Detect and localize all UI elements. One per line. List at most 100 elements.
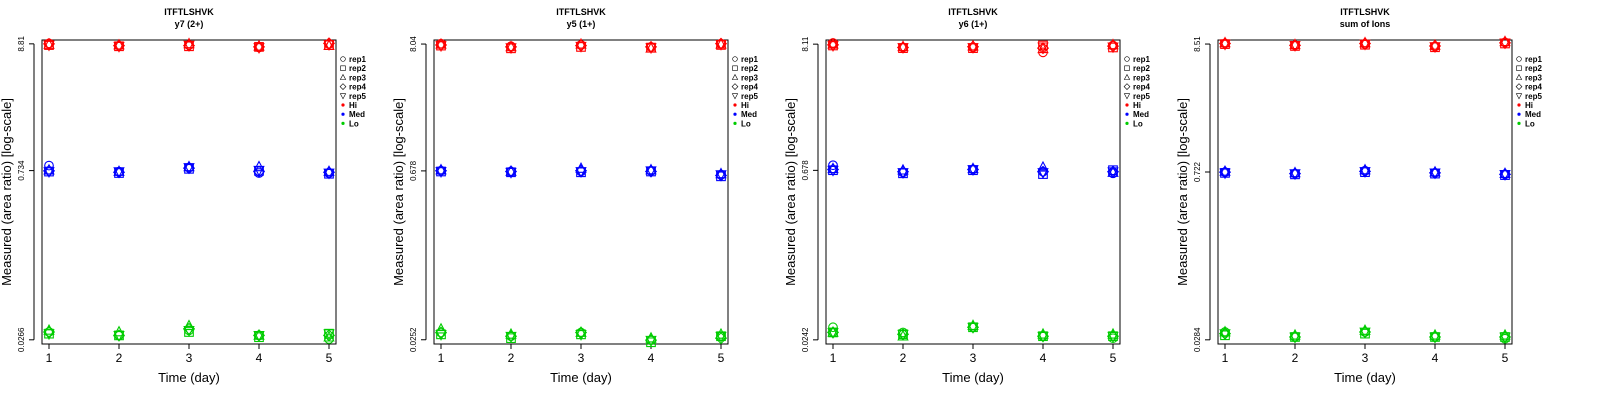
y-tick-label: 8.11 (801, 36, 810, 52)
legend-label: rep3 (349, 73, 366, 82)
legend-symbol (1123, 73, 1131, 80)
legend-label: rep4 (1133, 83, 1150, 92)
legend-dot (341, 103, 345, 107)
x-tick-label: 5 (718, 351, 725, 365)
y-tick-label: 0.722 (1193, 161, 1202, 182)
legend-label: Hi (741, 101, 749, 110)
x-tick-label: 3 (578, 351, 585, 365)
legend-dot (1125, 121, 1129, 125)
data-point (1219, 329, 1231, 341)
chart-panel: ITFTLSHVK y5 (1+) 1 2 3 4 5 Time (day) 0.0252 0.6… (391, 7, 758, 385)
data-point (1429, 168, 1441, 180)
legend-label: Lo (1133, 119, 1143, 128)
legend-label: Med (1133, 110, 1149, 119)
data-point (828, 322, 838, 333)
legend-label: rep1 (1133, 55, 1150, 64)
legend-marker (1516, 56, 1522, 62)
y-tick-label: 8.81 (17, 36, 26, 52)
data-point (113, 41, 125, 53)
legend-label: Lo (741, 119, 751, 128)
data-point (1289, 169, 1301, 181)
data-point (1359, 167, 1371, 178)
data-point (645, 335, 657, 347)
legend-marker (1123, 83, 1131, 90)
legend-label: rep2 (741, 64, 758, 73)
x-tick-label: 1 (438, 351, 445, 365)
data-point (828, 160, 838, 171)
y-tick-label: 0.0252 (409, 327, 418, 352)
chart-panel: ITFTLSHVK y6 (1+) 1 2 3 4 5 Time (day) 0.0242 0.6… (783, 7, 1150, 385)
data-point (1038, 40, 1048, 51)
chart-panel: ITFTLSHVK sum of Ions 1 2 3 4 5 Time (day) 0.028… (1175, 7, 1542, 385)
data-point (897, 43, 909, 54)
legend-marker (732, 56, 738, 62)
data-point (1429, 165, 1441, 177)
data-point (435, 330, 447, 341)
data-point (113, 38, 125, 50)
x-tick-label: 2 (1292, 351, 1299, 365)
legend-dot (1125, 103, 1129, 107)
x-tick-label: 4 (1432, 351, 1439, 365)
legend-label: Hi (1133, 101, 1141, 110)
data-point (715, 331, 727, 343)
plot-frame (1217, 39, 1513, 345)
legend-symbol (731, 93, 739, 100)
legend-marker (1515, 73, 1523, 80)
data-point (1289, 40, 1301, 52)
data-point (1037, 331, 1049, 343)
x-tick-label: 2 (116, 351, 123, 365)
y-axis-label: Measured (area ratio) [log-scale] (391, 98, 406, 286)
data-point (323, 165, 335, 176)
legend-symbol (1516, 56, 1522, 62)
data-point (435, 41, 447, 53)
legend-symbol (731, 83, 739, 90)
data-point (505, 167, 517, 179)
data-point (827, 162, 839, 174)
data-point (254, 42, 264, 52)
x-axis-label: Time (day) (1334, 370, 1396, 385)
legend-label: rep3 (1133, 73, 1150, 82)
legend-marker (731, 93, 739, 100)
legend-label: rep3 (741, 73, 758, 82)
data-point (1499, 169, 1511, 181)
data-point (113, 165, 125, 176)
data-point (967, 162, 979, 174)
data-point (827, 165, 839, 177)
x-axis-label: Time (day) (942, 370, 1004, 385)
data-point (43, 40, 55, 52)
x-tick-label: 4 (648, 351, 655, 365)
x-tick-label: 3 (970, 351, 977, 365)
data-point (1429, 38, 1441, 50)
data-point (967, 165, 979, 176)
chart-panel: ITFTLSHVK y7 (2+) 1 2 3 4 5 Time (day) 0.0266 0.7… (0, 7, 366, 385)
y-axis-label: Measured (area ratio) [log-scale] (783, 98, 798, 286)
y-tick-label: 8.51 (1193, 36, 1202, 52)
data-point (897, 40, 909, 52)
data-point (183, 163, 195, 174)
data-point (1429, 332, 1441, 344)
legend-marker (1124, 65, 1130, 71)
data-point (827, 325, 839, 337)
legend-symbol (339, 83, 347, 90)
legend-symbol (1516, 65, 1522, 71)
legend-label: rep1 (1525, 55, 1542, 64)
legend-symbol (339, 73, 347, 80)
chart-subtitle: y5 (1+) (567, 19, 596, 29)
legend-symbol (1123, 93, 1131, 100)
y-tick-label: 0.678 (409, 160, 418, 181)
data-point (827, 41, 839, 52)
legend-symbol (1123, 83, 1131, 90)
x-tick-label: 5 (1110, 351, 1117, 365)
data-point (1499, 332, 1511, 344)
legend-label: Med (741, 110, 757, 119)
legend-label: rep5 (1133, 92, 1150, 101)
data-point (1499, 35, 1511, 47)
x-tick-label: 5 (326, 351, 333, 365)
data-point (714, 332, 728, 345)
data-point (43, 167, 55, 179)
legend-symbol (339, 93, 347, 100)
legend-symbol (1124, 65, 1130, 71)
legend-marker (732, 65, 738, 71)
